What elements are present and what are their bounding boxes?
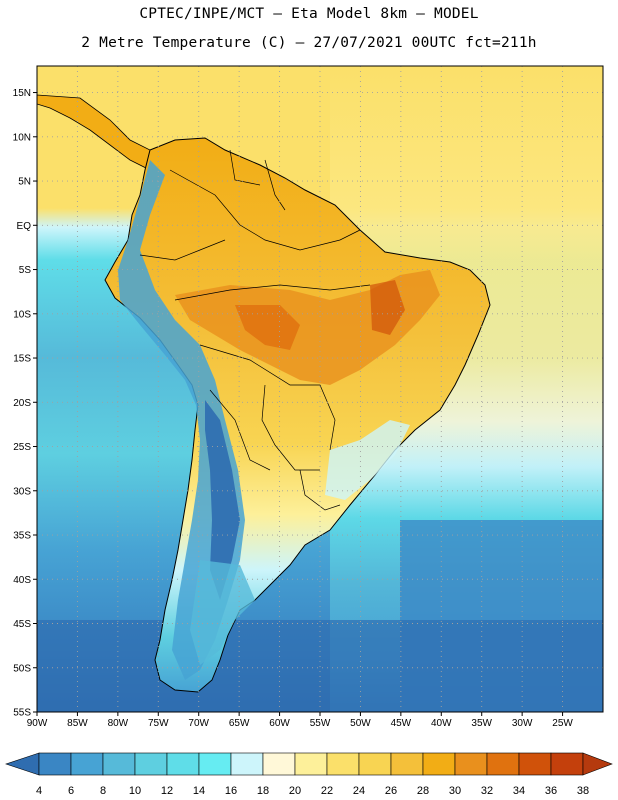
colorbar-box — [198, 752, 232, 776]
colorbar-tick-label: 24 — [353, 785, 365, 797]
colorbar-box — [550, 752, 584, 776]
lat-label: 25S — [13, 442, 31, 453]
lon-label: 70W — [188, 718, 209, 729]
colorbar-under-triangle — [5, 752, 40, 776]
colorbar-tick-label: 28 — [417, 785, 429, 797]
lat-label: 35S — [13, 531, 31, 542]
map-title: CPTEC/INPE/MCT – Eta Model 8km – MODEL — [139, 6, 479, 22]
lon-label: 90W — [27, 718, 48, 729]
colorbar-box — [230, 752, 264, 776]
colorbar-box — [486, 752, 520, 776]
lon-label: 35W — [471, 718, 492, 729]
lat-label: 50S — [13, 663, 31, 674]
colorbar-box — [38, 752, 72, 776]
latitude-labels: 15N 10N 5N EQ 5S 10S 15S 20S 25S 30S 35S 40S 45S 50S 5… — [13, 88, 37, 719]
hot-northeast-core — [370, 280, 405, 335]
colorbar-tick-label: 12 — [161, 785, 173, 797]
lon-label: 50W — [350, 718, 371, 729]
colorbar-box — [134, 752, 168, 776]
lat-label: 15S — [13, 354, 31, 365]
lat-label: 45S — [13, 619, 31, 630]
central-america — [37, 94, 161, 171]
colorbar-box — [454, 752, 488, 776]
hottest-core — [235, 305, 300, 350]
colorbar-tick-label: 26 — [385, 785, 397, 797]
colorbar-tick-label: 30 — [449, 785, 461, 797]
lon-label: 85W — [67, 718, 88, 729]
lat-label: 30S — [13, 486, 31, 497]
lon-label: 40W — [431, 718, 452, 729]
lat-label: 5N — [18, 177, 31, 188]
colorbar-box — [422, 752, 456, 776]
longitude-labels: 90W 85W 80W 75W 70W 65W 60W 55W 50W 45W 40W 35W 30W 2… — [27, 712, 573, 729]
lat-label: 10N — [13, 132, 31, 143]
lat-label: 55S — [13, 708, 31, 719]
lat-label: 40S — [13, 575, 31, 586]
colorbar-tick-label: 10 — [129, 785, 141, 797]
lon-label: 25W — [552, 718, 573, 729]
colorbar-tick-label: 14 — [193, 785, 205, 797]
colorbar-box — [166, 752, 200, 776]
lon-label: 80W — [108, 718, 129, 729]
colorbar-tick-label: 32 — [481, 785, 493, 797]
lon-label: 65W — [229, 718, 250, 729]
lon-label: 30W — [512, 718, 533, 729]
colorbar-tick-label: 38 — [577, 785, 589, 797]
lat-label: 10S — [13, 309, 31, 320]
colorbar-box — [518, 752, 552, 776]
colorbar-tick-label: 18 — [257, 785, 269, 797]
colorbar-box — [390, 752, 424, 776]
colorbar-labels: 4 6 8 10 12 14 16 18 20 22 24 26 28 30 32 34 36 38 — [36, 785, 589, 797]
country-borders — [139, 149, 371, 511]
andes-coldest — [205, 400, 240, 600]
colorbar — [5, 752, 613, 776]
colorbar-tick-label: 16 — [225, 785, 237, 797]
lat-label: 5S — [19, 265, 32, 276]
colorbar-box — [262, 752, 296, 776]
map-field — [37, 66, 603, 712]
colorbar-tick-label: 6 — [68, 785, 74, 797]
colorbar-box — [70, 752, 104, 776]
lon-label: 60W — [269, 718, 290, 729]
colorbar-box — [294, 752, 328, 776]
colorbar-box — [102, 752, 136, 776]
colorbar-over-triangle — [582, 752, 613, 776]
lon-label: 45W — [391, 718, 412, 729]
map-subtitle: 2 Metre Temperature (C) – 27/07/2021 00U… — [81, 35, 537, 51]
lon-label: 55W — [310, 718, 331, 729]
lat-label: EQ — [17, 221, 32, 232]
colorbar-box — [358, 752, 392, 776]
lon-label: 75W — [148, 718, 169, 729]
colorbar-tick-label: 34 — [513, 785, 525, 797]
lat-label: 15N — [13, 88, 31, 99]
colorbar-tick-label: 4 — [36, 785, 42, 797]
colorbar-tick-label: 36 — [545, 785, 557, 797]
colorbar-tick-label: 8 — [100, 785, 106, 797]
lat-label: 20S — [13, 398, 31, 409]
southeast-cool-band — [325, 420, 410, 500]
colorbar-tick-label: 22 — [321, 785, 333, 797]
colorbar-tick-label: 20 — [289, 785, 301, 797]
colorbar-box — [326, 752, 360, 776]
